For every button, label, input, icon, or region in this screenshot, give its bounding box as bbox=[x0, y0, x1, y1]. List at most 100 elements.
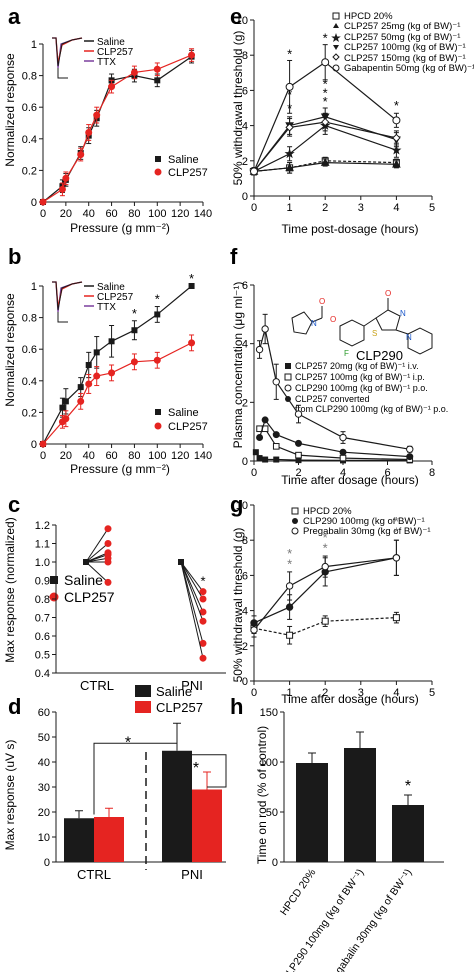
point-c-clp257-ctrl bbox=[104, 578, 112, 586]
xlabel-f: Time after dosage (hours) bbox=[281, 473, 419, 487]
legend-d-clp257: CLP257 bbox=[156, 700, 203, 715]
point-e-clp50 bbox=[391, 144, 402, 155]
y-tick-label-a: 1 bbox=[31, 39, 37, 51]
line-e-gaba bbox=[253, 61, 397, 172]
point-g-preg bbox=[321, 562, 329, 571]
point-c-clp257-pni bbox=[199, 588, 207, 596]
legend-f-conv-2: from CLP290 100mg (kg of BW)⁻¹ p.o. bbox=[295, 404, 448, 414]
point-b-saline bbox=[93, 349, 100, 356]
legend-e: HPCD 20% CLP257 25mg (kg of BW)⁻¹ CLP257… bbox=[331, 11, 474, 74]
legend-a-saline: Saline bbox=[168, 154, 199, 166]
inset-a-ttx: TTX bbox=[97, 57, 116, 68]
x-tick-label-g: 5 bbox=[429, 687, 435, 699]
x-tick-label-e: 1 bbox=[287, 202, 293, 214]
inset-trace-saline-a bbox=[52, 37, 83, 67]
point-f-po bbox=[272, 378, 280, 386]
x-tick-label-b: 120 bbox=[171, 450, 189, 462]
legend-f-ip: CLP257 100mg (kg of BW)⁻¹ i.p. bbox=[295, 372, 425, 382]
point-a-clp257 bbox=[58, 185, 66, 193]
point-f-ip bbox=[272, 443, 280, 450]
x-tick-label-a: 140 bbox=[194, 208, 212, 220]
point-c-clp257-pni bbox=[199, 617, 207, 625]
x-tick-label-b: 40 bbox=[83, 450, 95, 462]
asterisk-g: * bbox=[323, 530, 328, 545]
legend-e-swatch-clp100 bbox=[333, 45, 339, 50]
point-g-clp290 bbox=[285, 603, 294, 611]
asterisk-e: * bbox=[394, 98, 399, 113]
legend-e-swatch-clp25 bbox=[333, 23, 339, 28]
point-b-saline bbox=[59, 404, 66, 411]
legend-g-clp290: CLP290 100mg (kg of BW)⁻¹ bbox=[303, 516, 425, 527]
legend-c-saline: Saline bbox=[64, 572, 103, 588]
y-tick-label-b: 0.2 bbox=[22, 407, 37, 419]
legend-f: CLP257 20mg (kg of BW)⁻¹ i.v. CLP257 100… bbox=[284, 361, 448, 414]
point-a-clp257 bbox=[108, 83, 116, 91]
pair-line-c-ctrl bbox=[85, 557, 109, 563]
y-tick-label-c: 1.2 bbox=[35, 520, 50, 532]
y-tick-label-g: 10 bbox=[236, 500, 248, 512]
line-e-clp25 bbox=[253, 161, 397, 172]
inset-a-clp257: CLP257 bbox=[97, 47, 134, 58]
vinyl-bond bbox=[363, 317, 377, 327]
legend-a-clp257: CLP257 bbox=[168, 167, 208, 179]
y-tick-label-c: 1.0 bbox=[35, 557, 50, 569]
y-tick-label-e: 8 bbox=[242, 50, 248, 62]
x-tick-label-e: 3 bbox=[358, 202, 364, 214]
line-b-saline bbox=[42, 285, 192, 445]
line-a-clp257 bbox=[42, 54, 192, 203]
point-e-clp50 bbox=[284, 148, 295, 159]
x-category-d-pni: PNI bbox=[181, 867, 203, 882]
xlabel-e: Time post-dosage (hours) bbox=[282, 222, 419, 236]
x-tick-label-a: 80 bbox=[128, 208, 140, 220]
ylabel-b: Normalized response bbox=[3, 293, 17, 407]
point-f-conv bbox=[406, 453, 414, 461]
x-tick-label-b: 80 bbox=[128, 450, 140, 462]
inset-b-ttx: TTX bbox=[97, 302, 116, 313]
bar-d-clp257-ctrl bbox=[94, 817, 124, 862]
pair-line-c-ctrl bbox=[85, 528, 109, 563]
legend-e-gaba: Gabapentin 50mg (kg of BW)⁻¹ bbox=[344, 63, 474, 74]
inset-scalebar-b bbox=[57, 312, 68, 323]
x-tick-label-f: 6 bbox=[384, 467, 390, 479]
y-tick-label-g: 6 bbox=[242, 570, 248, 582]
atom-o-carbonyl: O bbox=[319, 297, 325, 306]
x-tick-label-g: 3 bbox=[358, 687, 364, 699]
thiazolone-ring bbox=[375, 309, 401, 331]
y-tick-label-c: 0.7 bbox=[35, 613, 50, 625]
point-b-saline bbox=[188, 283, 195, 289]
legend-d-swatch-clp257 bbox=[135, 701, 151, 713]
point-e-clp150 bbox=[320, 117, 330, 127]
legend-e-swatch-clp50 bbox=[331, 33, 341, 42]
pair-line-c-pni bbox=[180, 561, 204, 592]
y-tick-label-e: 10 bbox=[236, 15, 248, 27]
piperidine-bond bbox=[395, 329, 409, 335]
comparison-bracket-d-1 bbox=[93, 742, 177, 815]
point-e-clp25 bbox=[285, 163, 294, 172]
x-tick-label-g: 0 bbox=[251, 687, 257, 699]
point-a-clp257 bbox=[62, 174, 70, 182]
atom-f: F bbox=[344, 349, 349, 358]
point-f-conv bbox=[295, 439, 302, 447]
point-g-hpcd bbox=[321, 617, 329, 625]
point-f-iv bbox=[252, 449, 259, 456]
atom-n-pyrrolidine: N bbox=[311, 319, 317, 328]
point-f-conv bbox=[339, 448, 347, 456]
y-tick-label-d: 20 bbox=[38, 807, 50, 819]
ylabel-h: Time on rod (% of control) bbox=[255, 726, 269, 864]
y-tick-label-d: 30 bbox=[38, 782, 50, 794]
point-c-clp257-pni bbox=[199, 654, 207, 662]
point-f-po bbox=[339, 433, 347, 442]
x-tick-label-b: 100 bbox=[148, 450, 166, 462]
point-b-clp257 bbox=[62, 415, 70, 423]
y-tick-label-g: 8 bbox=[242, 535, 248, 547]
legend-e-clp150: CLP257 150mg (kg of BW)⁻¹ bbox=[344, 53, 466, 64]
point-g-preg bbox=[285, 582, 294, 590]
line-e-clp50 bbox=[253, 124, 397, 172]
bar-d-saline-pni bbox=[162, 750, 192, 862]
point-g-preg bbox=[392, 554, 401, 562]
pair-line-c-pni bbox=[180, 561, 204, 622]
point-f-conv bbox=[256, 434, 264, 442]
piperidine-ring bbox=[407, 327, 433, 355]
atom-n-piperidine: N bbox=[406, 333, 412, 342]
clp290-structure: N O O O S N N F bbox=[291, 289, 433, 358]
